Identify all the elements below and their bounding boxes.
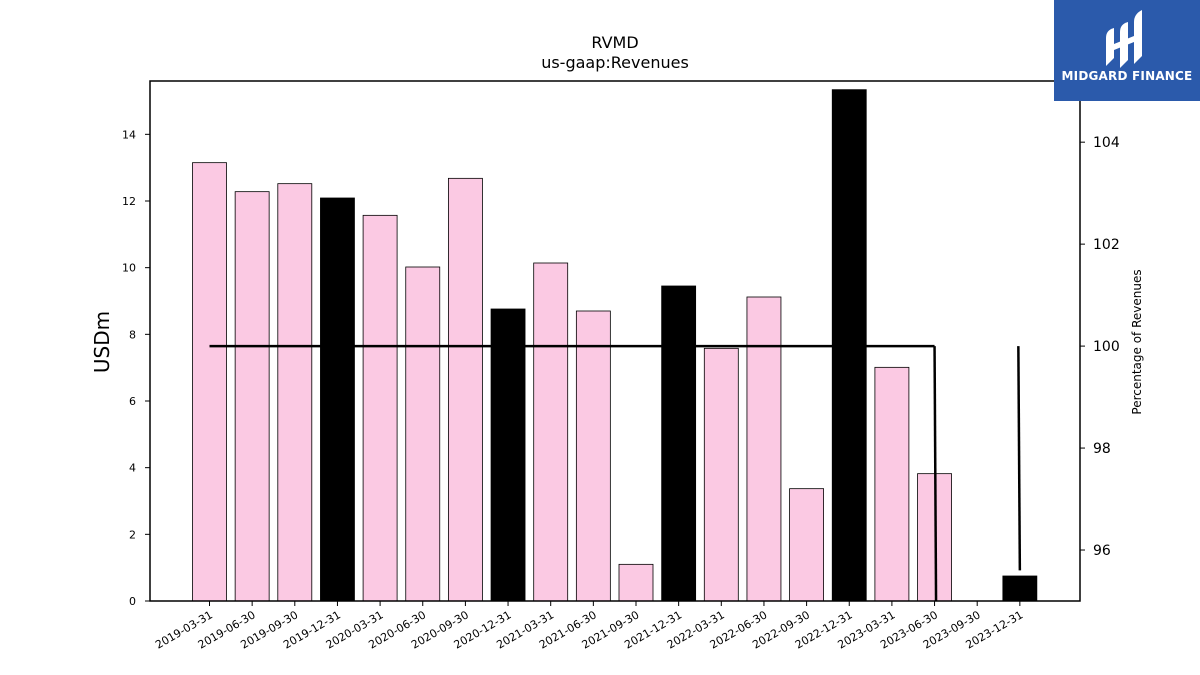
brand-logo: MIDGARD FINANCE <box>1054 0 1200 101</box>
bar-2020-12-31 <box>490 308 526 602</box>
percentage-line-segment <box>1017 346 1022 571</box>
bar-2020-03-31 <box>362 214 398 602</box>
y-tick-label: 14 <box>122 128 136 141</box>
chart-subtitle: us-gaap:Revenues <box>541 53 689 72</box>
bar-2022-06-30 <box>746 296 782 602</box>
y-tick-label: 12 <box>122 195 136 208</box>
line-layer <box>209 344 1022 602</box>
y-tick-label: 6 <box>129 395 136 408</box>
y-tick-label: 8 <box>129 328 136 341</box>
bar-2020-09-30 <box>447 177 483 602</box>
chart-title: RVMD <box>591 33 638 52</box>
y-axis-right: 96 98 100 102 104 <box>1080 135 1120 559</box>
bars-layer <box>192 89 1038 602</box>
y2-axis-label: Percentage of Revenues <box>1130 269 1144 414</box>
bar-2020-06-30 <box>405 266 441 602</box>
midgard-logo-icon <box>1106 10 1142 68</box>
y2-tick-label: 104 <box>1093 135 1120 151</box>
y-axis-label: USDm <box>90 311 114 373</box>
y-tick-label: 0 <box>129 595 136 608</box>
bar-2021-09-30 <box>618 563 654 602</box>
bar-2023-03-31 <box>874 366 910 602</box>
logo-text: MIDGARD FINANCE <box>1061 69 1193 83</box>
y-tick-label: 4 <box>129 462 136 475</box>
y-tick-label: 2 <box>129 528 136 541</box>
bar-2019-12-31 <box>320 197 355 602</box>
bar-2023-12-31 <box>1002 575 1038 602</box>
y-axis-left: 0 2 4 6 8 10 12 14 <box>122 128 150 608</box>
percentage-line-segment <box>933 346 938 602</box>
y2-tick-label: 96 <box>1093 543 1111 559</box>
bar-2019-09-30 <box>277 183 313 602</box>
bar-2021-12-31 <box>661 285 697 602</box>
y-tick-label: 10 <box>122 262 136 275</box>
y2-tick-label: 102 <box>1093 237 1120 253</box>
bar-2019-06-30 <box>234 191 270 602</box>
bar-2019-03-31 <box>192 162 227 602</box>
plot-frame <box>149 80 1081 602</box>
bar-2022-03-31 <box>703 347 739 602</box>
bar-2021-03-31 <box>533 262 569 602</box>
y2-tick-label: 98 <box>1093 441 1111 457</box>
bar-2021-06-30 <box>575 310 611 602</box>
bar-2022-09-30 <box>789 488 824 602</box>
x-axis: 2019-03-312019-06-302019-09-302019-12-31… <box>153 601 1025 652</box>
y2-tick-label: 100 <box>1093 339 1120 355</box>
